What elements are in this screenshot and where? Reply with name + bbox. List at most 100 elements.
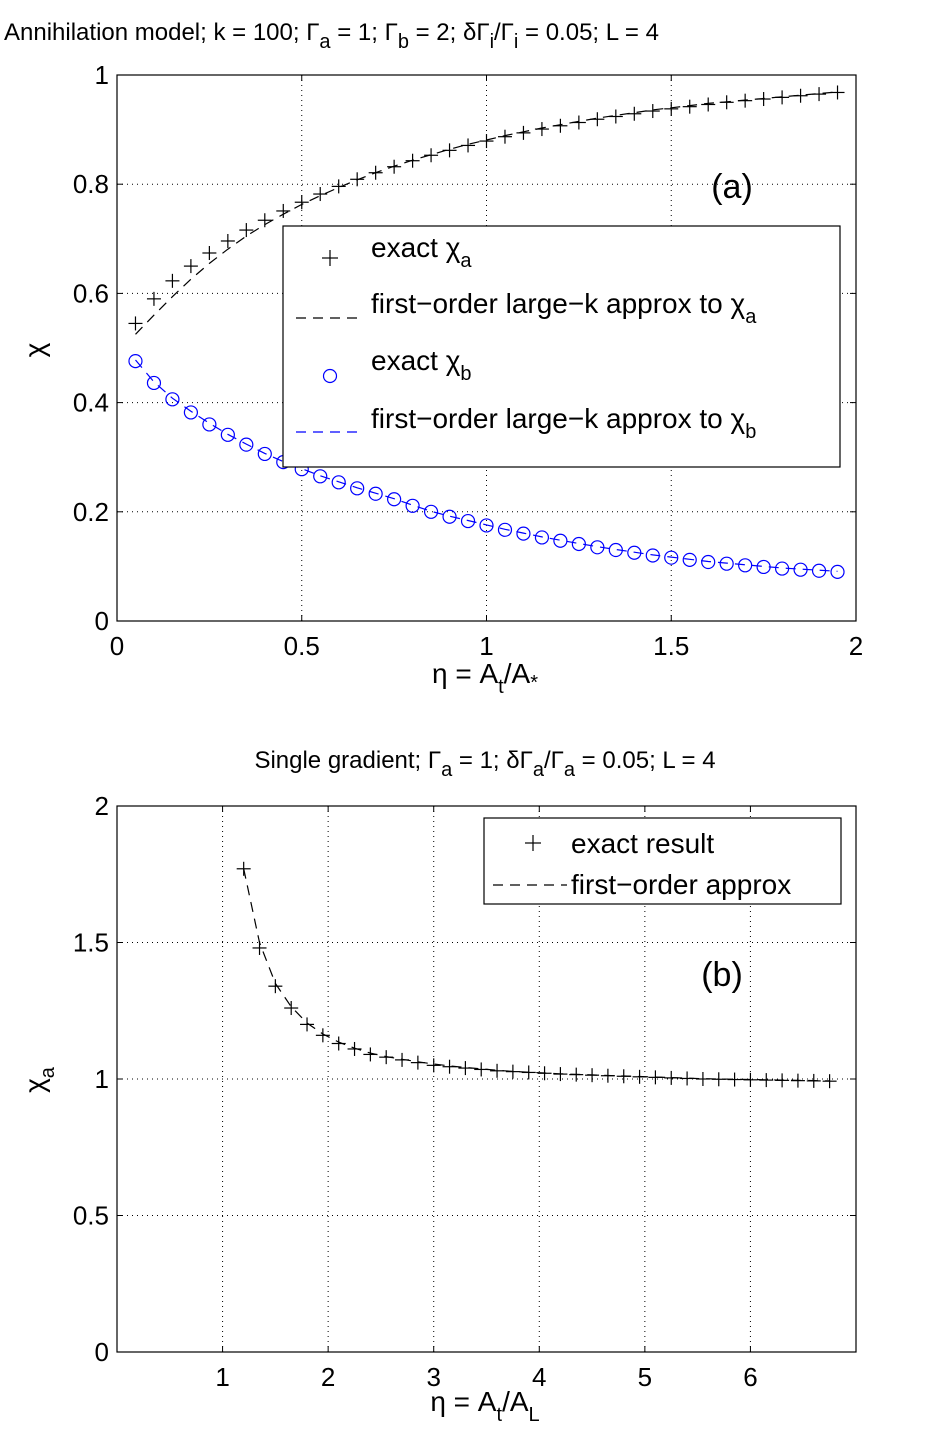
x-tick-label: 1 — [479, 631, 493, 661]
series-a-2-point — [682, 552, 697, 567]
series-a-0-point — [516, 125, 531, 140]
series-a-0-point — [701, 97, 716, 112]
series-a-0-point — [128, 316, 143, 331]
y-tick-label: 0.2 — [73, 497, 109, 527]
y-tick-label: 0.5 — [73, 1201, 109, 1231]
series-a-1-line — [135, 91, 838, 335]
x-tick-label: 3 — [426, 1362, 440, 1392]
series-b-0-point — [822, 1074, 837, 1089]
panel-b-x-axis-label: η = At/AL — [430, 1386, 539, 1426]
series-a-2-point — [830, 564, 845, 579]
y-tick-label: 1.5 — [73, 928, 109, 958]
series-a-2-point — [128, 354, 143, 369]
series-a-3-line — [135, 359, 838, 572]
series-b-0-point — [300, 1017, 315, 1032]
series-a-2-point — [442, 509, 457, 524]
series-a-2-point — [479, 518, 494, 533]
series-b-0-point — [268, 979, 283, 994]
series-a-0-point — [664, 101, 679, 116]
x-tick-label: 0 — [110, 631, 124, 661]
series-a-2-point — [553, 533, 568, 548]
series-a-2-point — [220, 427, 235, 442]
series-a-2-point — [497, 522, 513, 537]
x-tick-label: 4 — [532, 1362, 546, 1392]
panel-b-legend: exact result first−order approx — [483, 817, 842, 905]
series-a-0-point — [497, 129, 512, 144]
legend-label-exact-result: exact result — [571, 828, 714, 859]
x-tick-label: 1.5 — [653, 631, 689, 661]
y-tick-label: 0.8 — [73, 169, 109, 199]
series-a-2-point — [664, 550, 679, 565]
series-a-2-point — [313, 469, 328, 484]
series-a-2-point — [738, 558, 753, 573]
series-a-0-point — [239, 223, 254, 238]
y-tick-label: 0.4 — [73, 388, 109, 418]
panel-b-title: Single gradient; Γa = 1; δΓa/Γa = 0.05; … — [254, 747, 715, 781]
series-a-0-point — [682, 99, 697, 114]
series-a-2-point — [405, 498, 420, 513]
series-a-2-point — [257, 446, 272, 462]
series-b-1-line — [243, 868, 830, 1082]
series-a-0-point — [313, 187, 328, 202]
series-a-2-point — [331, 475, 346, 490]
series-a-0-point — [165, 273, 180, 288]
legend-label-exact-chi-a: exact χa — [371, 232, 472, 272]
series-a-2-point — [183, 405, 198, 420]
panel-a-y-axis-label: χ — [19, 342, 50, 357]
series-a-0-point — [183, 259, 198, 274]
series-a-2-point — [202, 417, 217, 432]
series-a-0-point — [257, 213, 272, 228]
legend-label-approx-chi-b: first−order large−k approx to χb — [371, 403, 756, 443]
series-a-0-point — [479, 134, 494, 149]
x-tick-label: 2 — [849, 631, 863, 661]
x-tick-label: 2 — [321, 1362, 335, 1392]
legend-label-exact-chi-b: exact χb — [371, 345, 472, 385]
series-a-2-point — [756, 559, 771, 575]
legend-label-first-order-approx: first−order approx — [571, 869, 791, 900]
series-a-2-point — [350, 481, 365, 496]
y-tick-label: 1 — [95, 60, 109, 90]
panel-b-tick-labels: 1 2 3 4 5 6 0 0.5 1 1.5 2 — [73, 791, 856, 1392]
series-a-0-point — [146, 291, 161, 306]
y-tick-label: 0.6 — [73, 278, 109, 308]
series-a-0-point — [220, 233, 235, 248]
legend-marker-exact-chi-a — [322, 250, 338, 266]
panel-a-data-marks — [128, 85, 845, 579]
series-a-2-point — [460, 513, 476, 529]
x-tick-label: 1 — [215, 1362, 229, 1392]
series-a-2-point — [719, 556, 734, 571]
series-a-0-point — [830, 85, 845, 100]
series-a-2-point — [165, 392, 180, 407]
y-tick-label: 0 — [95, 606, 109, 636]
panel-a-legend: exact χa first−order large−k approx to χ… — [282, 225, 841, 468]
series-a-2-point — [368, 486, 383, 501]
series-a-2-point — [516, 526, 531, 541]
y-tick-label: 1 — [95, 1064, 109, 1094]
panel-b-label: (b) — [701, 956, 743, 994]
series-a-2-point — [239, 437, 254, 452]
series-a-0-point — [424, 148, 439, 163]
legend-marker-exact-result — [525, 835, 541, 851]
legend-label-approx-chi-a: first−order large−k approx to χa — [371, 288, 757, 328]
series-a-0-point — [202, 245, 217, 260]
panel-a-tick-labels: 0 0.5 1 1.5 2 0 0.2 0.4 0.6 0.8 1 — [73, 60, 863, 661]
panel-b-plot-frame — [116, 805, 857, 1353]
x-tick-label: 6 — [743, 1362, 757, 1392]
series-a-0-point — [331, 179, 346, 194]
series-b-0-point — [284, 1001, 299, 1016]
legend-marker-exact-chi-b — [322, 368, 338, 384]
series-b-0-point — [236, 861, 251, 876]
y-tick-label: 2 — [95, 791, 109, 821]
series-a-2-point — [146, 375, 162, 391]
panel-a-title: Annihilation model; k = 100; Γa = 1; Γb … — [4, 19, 659, 53]
panel-b: Single gradient; Γa = 1; δΓa/Γa = 0.05; … — [19, 747, 857, 1426]
series-a-0-point — [294, 195, 309, 210]
series-a-2-point — [534, 530, 550, 545]
series-a-2-point — [701, 554, 716, 570]
panel-b-y-axis-label: χa — [19, 1066, 59, 1093]
series-a-0-point — [645, 104, 660, 119]
series-b-0-point — [490, 1063, 505, 1078]
series-b-0-point — [315, 1028, 330, 1043]
series-a-0-point — [461, 138, 476, 153]
